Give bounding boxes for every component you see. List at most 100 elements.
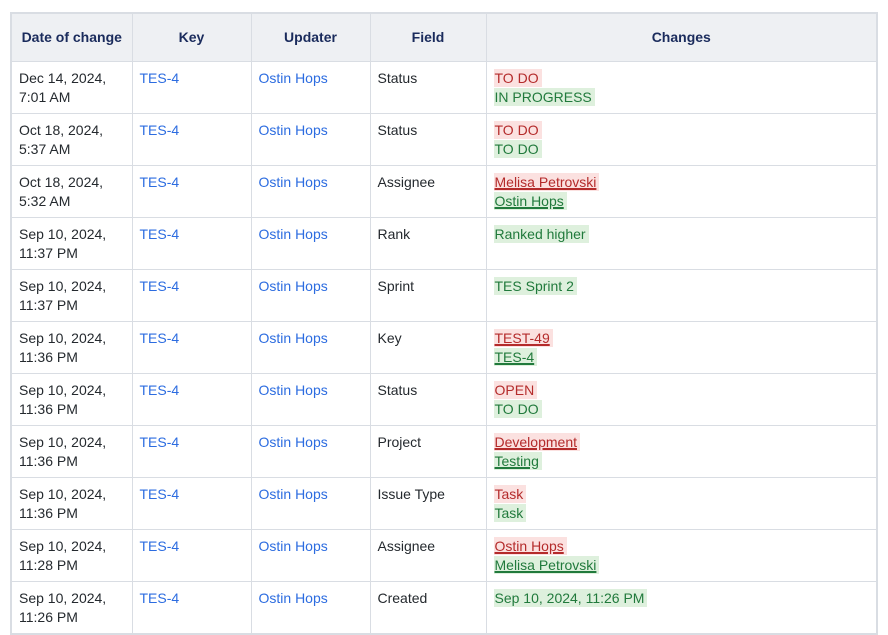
issue-key-link[interactable]: TES-4 xyxy=(139,173,180,190)
updater-cell: Ostin Hops xyxy=(250,164,371,218)
date-of-change-cell: Dec 14, 2024, 7:01 AM xyxy=(10,60,133,114)
field-name: Assignee xyxy=(377,537,436,554)
new-value: Sep 10, 2024, 11:26 PM xyxy=(493,588,648,607)
old-value: Ostin Hops xyxy=(493,536,567,555)
date-of-change-value: Sep 10, 2024, 11:28 PM xyxy=(19,537,107,573)
new-value: TES-4 xyxy=(493,347,538,366)
field-name: Sprint xyxy=(377,277,415,294)
table-row: Oct 18, 2024, 5:32 AM TES-4 Ostin Hops A… xyxy=(10,164,878,218)
change-value-line: TO DO xyxy=(493,120,869,140)
key-cell: TES-4 xyxy=(131,268,252,322)
issue-key-link[interactable]: TES-4 xyxy=(139,225,180,242)
new-value: IN PROGRESS xyxy=(493,87,595,106)
key-cell: TES-4 xyxy=(131,372,252,426)
changes-cell: Sep 10, 2024, 11:26 PM xyxy=(485,580,878,634)
change-value-line: TES Sprint 2 xyxy=(493,276,869,296)
change-value-line: IN PROGRESS xyxy=(493,87,869,107)
change-value-line: TO DO xyxy=(493,68,869,88)
date-of-change-value: Dec 14, 2024, 7:01 AM xyxy=(19,69,107,105)
field-name: Status xyxy=(377,381,418,398)
column-header-field: Field xyxy=(369,12,487,62)
table-row: Sep 10, 2024, 11:37 PM TES-4 Ostin Hops … xyxy=(10,216,878,270)
field-name: Assignee xyxy=(377,173,436,190)
field-cell: Sprint xyxy=(369,268,487,322)
date-of-change-value: Oct 18, 2024, 5:32 AM xyxy=(19,173,104,209)
date-of-change-value: Sep 10, 2024, 11:36 PM xyxy=(19,433,107,469)
change-value-line: OPEN xyxy=(493,380,869,400)
updater-cell: Ostin Hops xyxy=(250,216,371,270)
updater-cell: Ostin Hops xyxy=(250,112,371,166)
updater-link[interactable]: Ostin Hops xyxy=(258,589,328,606)
key-cell: TES-4 xyxy=(131,528,252,582)
updater-link[interactable]: Ostin Hops xyxy=(258,485,328,502)
changes-cell: TO DO TO DO xyxy=(485,112,878,166)
issue-key-link[interactable]: TES-4 xyxy=(139,485,180,502)
column-header-updater: Updater xyxy=(250,12,371,62)
old-value: Melisa Petrovski xyxy=(493,172,600,191)
date-of-change-value: Sep 10, 2024, 11:37 PM xyxy=(19,277,107,313)
change-value-line: TES-4 xyxy=(493,347,869,367)
field-cell: Status xyxy=(369,372,487,426)
field-name: Created xyxy=(377,589,428,606)
issue-key-link[interactable]: TES-4 xyxy=(139,589,180,606)
new-value: Ranked higher xyxy=(493,224,589,243)
changes-cell: Ranked higher xyxy=(485,216,878,270)
date-of-change-cell: Sep 10, 2024, 11:36 PM xyxy=(10,424,133,478)
field-name: Project xyxy=(377,433,422,450)
updater-link[interactable]: Ostin Hops xyxy=(258,329,328,346)
change-value-line: Melisa Petrovski xyxy=(493,555,869,575)
updater-link[interactable]: Ostin Hops xyxy=(258,173,328,190)
new-value: Testing xyxy=(493,451,542,470)
table-row: Sep 10, 2024, 11:26 PM TES-4 Ostin Hops … xyxy=(10,580,878,634)
updater-link[interactable]: Ostin Hops xyxy=(258,69,328,86)
changes-cell: Melisa Petrovski Ostin Hops xyxy=(485,164,878,218)
change-value-line: Melisa Petrovski xyxy=(493,172,869,192)
old-value: TO DO xyxy=(493,120,542,139)
change-value-line: Development xyxy=(493,432,869,452)
issue-key-link[interactable]: TES-4 xyxy=(139,433,180,450)
date-of-change-cell: Sep 10, 2024, 11:28 PM xyxy=(10,528,133,582)
field-cell: Issue Type xyxy=(369,476,487,530)
updater-link[interactable]: Ostin Hops xyxy=(258,433,328,450)
change-value-line: Ostin Hops xyxy=(493,191,869,211)
issue-key-link[interactable]: TES-4 xyxy=(139,69,180,86)
updater-link[interactable]: Ostin Hops xyxy=(258,537,328,554)
key-cell: TES-4 xyxy=(131,580,252,634)
new-value: TES Sprint 2 xyxy=(493,276,577,295)
old-value: OPEN xyxy=(493,380,538,399)
updater-cell: Ostin Hops xyxy=(250,424,371,478)
updater-cell: Ostin Hops xyxy=(250,476,371,530)
updater-cell: Ostin Hops xyxy=(250,580,371,634)
field-cell: Rank xyxy=(369,216,487,270)
issue-key-link[interactable]: TES-4 xyxy=(139,537,180,554)
change-value-line: TEST-49 xyxy=(493,328,869,348)
field-name: Issue Type xyxy=(377,485,445,502)
issue-key-link[interactable]: TES-4 xyxy=(139,121,180,138)
table-row: Sep 10, 2024, 11:37 PM TES-4 Ostin Hops … xyxy=(10,268,878,322)
updater-link[interactable]: Ostin Hops xyxy=(258,225,328,242)
changes-cell: Ostin Hops Melisa Petrovski xyxy=(485,528,878,582)
updater-link[interactable]: Ostin Hops xyxy=(258,381,328,398)
key-cell: TES-4 xyxy=(131,164,252,218)
changes-cell: TEST-49 TES-4 xyxy=(485,320,878,374)
updater-cell: Ostin Hops xyxy=(250,268,371,322)
issue-key-link[interactable]: TES-4 xyxy=(139,381,180,398)
table-row: Sep 10, 2024, 11:36 PM TES-4 Ostin Hops … xyxy=(10,476,878,530)
change-value-line: Sep 10, 2024, 11:26 PM xyxy=(493,588,869,608)
field-cell: Project xyxy=(369,424,487,478)
updater-cell: Ostin Hops xyxy=(250,528,371,582)
key-cell: TES-4 xyxy=(131,112,252,166)
change-value-line: Task xyxy=(493,503,869,523)
field-name: Key xyxy=(377,329,402,346)
column-header-key: Key xyxy=(131,12,252,62)
date-of-change-value: Sep 10, 2024, 11:36 PM xyxy=(19,381,107,417)
updater-link[interactable]: Ostin Hops xyxy=(258,121,328,138)
issue-key-link[interactable]: TES-4 xyxy=(139,277,180,294)
field-cell: Status xyxy=(369,60,487,114)
updater-link[interactable]: Ostin Hops xyxy=(258,277,328,294)
updater-cell: Ostin Hops xyxy=(250,320,371,374)
table-row: Sep 10, 2024, 11:28 PM TES-4 Ostin Hops … xyxy=(10,528,878,582)
issue-key-link[interactable]: TES-4 xyxy=(139,329,180,346)
new-value: Melisa Petrovski xyxy=(493,555,600,574)
change-value-line: TO DO xyxy=(493,139,869,159)
